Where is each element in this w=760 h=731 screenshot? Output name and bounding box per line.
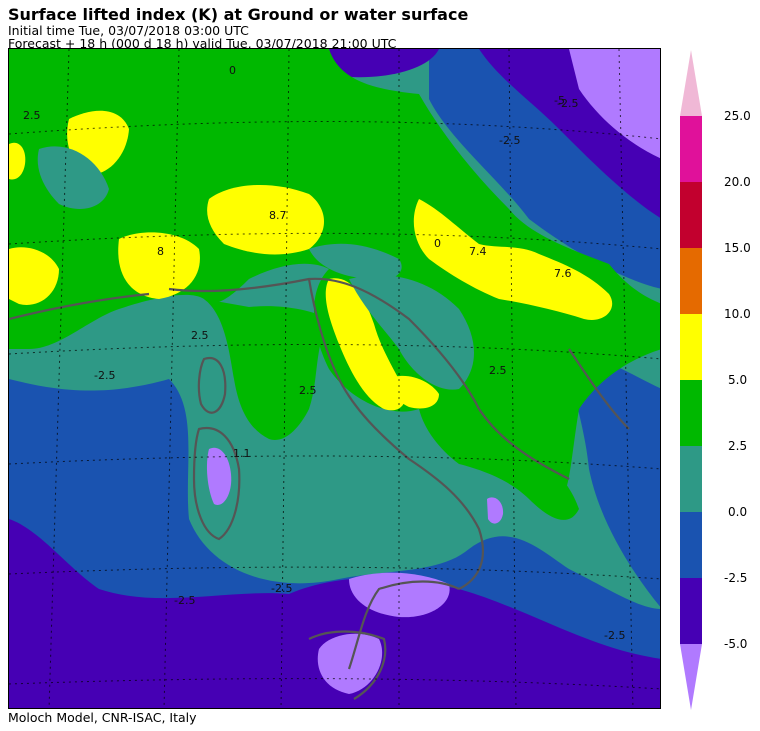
region-yellow-northeast	[413, 199, 613, 320]
legend-band	[680, 248, 702, 314]
legend-band	[680, 314, 702, 380]
region-lightviolet-sardinia	[206, 447, 232, 505]
contour-label: -2.5	[557, 97, 578, 110]
region-teal-adriatic-north	[349, 275, 474, 390]
contour-label: 1.1	[233, 447, 251, 460]
legend-band	[680, 512, 702, 578]
legend-scale: 25.0 20.0 15.0 10.0 5.0 2.5 0.0 -2.5 -5.…	[680, 50, 751, 710]
region-yellow-west-edge	[9, 142, 26, 180]
contour-label: 2.5	[489, 364, 507, 377]
forecast-valid-time: Forecast + 18 h (000 d 18 h) valid Tue, …	[8, 36, 397, 51]
legend-label: 10.0	[724, 307, 751, 321]
model-credit: Moloch Model, CNR-ISAC, Italy	[8, 710, 197, 725]
graticule	[9, 49, 660, 708]
region-yellow-west	[9, 247, 59, 305]
lifted-index-map: 2.5 0 -2.5 -2.5 8.7 8 7.4 7.6 -2.5 -2.5 …	[8, 48, 661, 709]
coastlines	[9, 277, 630, 700]
contour-label: -2.5	[174, 594, 195, 607]
legend-label: -5.0	[724, 637, 747, 651]
legend-label: 5.0	[728, 373, 747, 387]
region-green-adriatic	[419, 409, 579, 520]
contour-label: 2.5	[23, 109, 41, 122]
region-lightviolet-northeast	[569, 49, 660, 159]
contour-label: 7.6	[554, 267, 572, 280]
region-violet-south	[9, 519, 660, 708]
region-yellow-central	[388, 375, 439, 409]
contour-label: -2.5	[499, 134, 520, 147]
contour-label: -2.5	[604, 629, 625, 642]
map-title: Surface lifted index (K) at Ground or wa…	[8, 5, 469, 24]
region-yellow-north-2	[207, 184, 324, 255]
region-green-north	[9, 49, 660, 498]
legend-label: 15.0	[724, 241, 751, 255]
legend-label: 2.5	[728, 439, 747, 453]
contour-label: -2.5	[94, 369, 115, 382]
legend-band	[680, 182, 702, 248]
color-legend: 25.0 20.0 15.0 10.0 5.0 2.5 0.0 -2.5 -5.…	[672, 50, 758, 712]
contour-label: 2.5	[191, 329, 209, 342]
region-yellow-apennine	[325, 278, 406, 411]
region-lightviolet-calabria	[349, 572, 450, 618]
contour-label: 7.4	[469, 245, 487, 258]
region-teal-po-valley	[309, 243, 402, 281]
legend-label: 20.0	[724, 175, 751, 189]
legend-arrow-top	[680, 50, 702, 116]
contour-label: 0	[229, 64, 236, 77]
contour-label: 8.7	[269, 209, 287, 222]
legend-arrow-bottom	[680, 644, 702, 710]
region-blue-southeast	[569, 349, 660, 607]
contour-labels: 2.5 0 -2.5 -2.5 8.7 8 7.4 7.6 -2.5 -2.5 …	[23, 64, 625, 642]
region-green-central-west	[204, 299, 329, 440]
contour-label: 0	[434, 237, 441, 250]
contour-label: -5	[554, 94, 565, 107]
legend-band	[680, 446, 702, 512]
contour-label: 2.5	[299, 384, 317, 397]
region-teal-northwest	[37, 146, 109, 209]
initial-time: Initial time Tue, 03/07/2018 03:00 UTC	[8, 23, 249, 38]
legend-band	[680, 380, 702, 446]
contour-label: -2.5	[271, 582, 292, 595]
legend-label: -2.5	[724, 571, 747, 585]
legend-band	[680, 116, 702, 182]
region-yellow-north-3	[118, 232, 200, 299]
map-canvas: 2.5 0 -2.5 -2.5 8.7 8 7.4 7.6 -2.5 -2.5 …	[9, 49, 660, 708]
legend-label: 0.0	[728, 505, 747, 519]
contour-label: 8	[157, 245, 164, 258]
legend-band	[680, 578, 702, 644]
legend-label: 25.0	[724, 109, 751, 123]
region-lightviolet-puglia	[487, 497, 504, 524]
